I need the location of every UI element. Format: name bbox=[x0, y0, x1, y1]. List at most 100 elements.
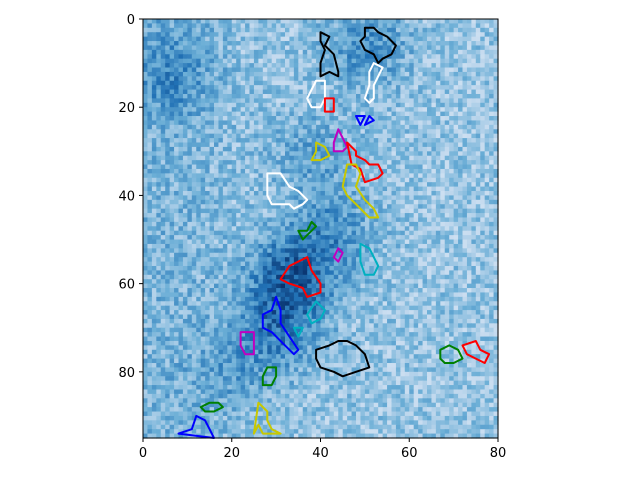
heatmap-cell bbox=[249, 146, 255, 152]
heatmap-cell bbox=[293, 76, 299, 82]
heatmap-cell bbox=[422, 182, 428, 188]
heatmap-cell bbox=[480, 27, 486, 33]
heatmap-cell bbox=[289, 19, 295, 25]
heatmap-cell bbox=[205, 186, 211, 192]
heatmap-cell bbox=[418, 288, 424, 294]
heatmap-cell bbox=[222, 107, 228, 113]
heatmap-cell bbox=[404, 283, 410, 289]
heatmap-cell bbox=[156, 155, 162, 161]
heatmap-cell bbox=[209, 213, 215, 219]
heatmap-cell bbox=[360, 177, 366, 183]
heatmap-cell bbox=[182, 85, 188, 91]
heatmap-cell bbox=[214, 177, 220, 183]
heatmap-cell bbox=[218, 80, 224, 86]
heatmap-cell bbox=[422, 98, 428, 104]
heatmap-cell bbox=[231, 93, 237, 99]
heatmap-cell bbox=[329, 80, 335, 86]
heatmap-cell bbox=[409, 120, 415, 126]
heatmap-cell bbox=[262, 160, 268, 166]
heatmap-cell bbox=[320, 164, 326, 170]
heatmap-cell bbox=[466, 85, 472, 91]
heatmap-cell bbox=[267, 261, 273, 267]
heatmap-cell bbox=[218, 49, 224, 55]
heatmap-cell bbox=[276, 129, 282, 135]
heatmap-cell bbox=[285, 45, 291, 51]
heatmap-cell bbox=[196, 288, 202, 294]
heatmap-cell bbox=[409, 19, 415, 25]
heatmap-cell bbox=[236, 32, 242, 38]
heatmap-cell bbox=[147, 257, 153, 263]
heatmap-cell bbox=[427, 239, 433, 245]
heatmap-cell bbox=[489, 54, 495, 60]
heatmap-cell bbox=[196, 230, 202, 236]
heatmap-cell bbox=[174, 270, 180, 276]
heatmap-cell bbox=[369, 265, 375, 271]
heatmap-cell bbox=[400, 129, 406, 135]
heatmap-cell bbox=[475, 173, 481, 179]
heatmap-cell bbox=[378, 71, 384, 77]
heatmap-cell bbox=[466, 102, 472, 108]
heatmap-cell bbox=[449, 155, 455, 161]
heatmap-cell bbox=[280, 177, 286, 183]
heatmap-cell bbox=[293, 243, 299, 249]
heatmap-cell bbox=[240, 226, 246, 232]
heatmap-cell bbox=[231, 36, 237, 42]
heatmap-cell bbox=[276, 98, 282, 104]
heatmap-cell bbox=[271, 279, 277, 285]
heatmap-cell bbox=[316, 45, 322, 51]
heatmap-cell bbox=[214, 160, 220, 166]
heatmap-cell bbox=[431, 98, 437, 104]
heatmap-cell bbox=[458, 191, 464, 197]
heatmap-cell bbox=[431, 204, 437, 210]
heatmap-cell bbox=[387, 208, 393, 214]
heatmap-cell bbox=[253, 173, 259, 179]
heatmap-cell bbox=[182, 89, 188, 95]
heatmap-cell bbox=[342, 235, 348, 241]
heatmap-cell bbox=[236, 129, 242, 135]
heatmap-cell bbox=[458, 248, 464, 254]
heatmap-cell bbox=[373, 85, 379, 91]
heatmap-cell bbox=[391, 67, 397, 73]
heatmap-cell bbox=[285, 213, 291, 219]
heatmap-cell bbox=[431, 49, 437, 55]
heatmap-cell bbox=[289, 107, 295, 113]
heatmap-cell bbox=[147, 36, 153, 42]
heatmap-cell bbox=[231, 226, 237, 232]
heatmap-cell bbox=[276, 243, 282, 249]
heatmap-cell bbox=[231, 71, 237, 77]
heatmap-cell bbox=[387, 155, 393, 161]
heatmap-cell bbox=[178, 235, 184, 241]
heatmap-cell bbox=[378, 133, 384, 139]
heatmap-cell bbox=[391, 235, 397, 241]
heatmap-cell bbox=[373, 270, 379, 276]
heatmap-cell bbox=[147, 49, 153, 55]
heatmap-cell bbox=[302, 23, 308, 29]
heatmap-cell bbox=[289, 142, 295, 148]
heatmap-cell bbox=[329, 235, 335, 241]
heatmap-cell bbox=[289, 155, 295, 161]
heatmap-cell bbox=[169, 288, 175, 294]
heatmap-cell bbox=[400, 41, 406, 47]
heatmap-cell bbox=[395, 85, 401, 91]
heatmap-cell bbox=[493, 243, 499, 249]
heatmap-cell bbox=[307, 208, 313, 214]
heatmap-cell bbox=[364, 133, 370, 139]
heatmap-cell bbox=[395, 54, 401, 60]
heatmap-cell bbox=[289, 283, 295, 289]
heatmap-cell bbox=[169, 124, 175, 130]
heatmap-cell bbox=[271, 98, 277, 104]
heatmap-cell bbox=[387, 160, 393, 166]
heatmap-cell bbox=[165, 45, 171, 51]
heatmap-cell bbox=[285, 199, 291, 205]
heatmap-cell bbox=[382, 63, 388, 69]
heatmap-cell bbox=[267, 265, 273, 271]
heatmap-cell bbox=[258, 23, 264, 29]
heatmap-cell bbox=[298, 204, 304, 210]
heatmap-cell bbox=[249, 204, 255, 210]
heatmap-cell bbox=[378, 111, 384, 117]
heatmap-cell bbox=[209, 248, 215, 254]
heatmap-cell bbox=[174, 45, 180, 51]
heatmap-cell bbox=[245, 116, 251, 122]
heatmap-cell bbox=[262, 133, 268, 139]
heatmap-cell bbox=[320, 93, 326, 99]
